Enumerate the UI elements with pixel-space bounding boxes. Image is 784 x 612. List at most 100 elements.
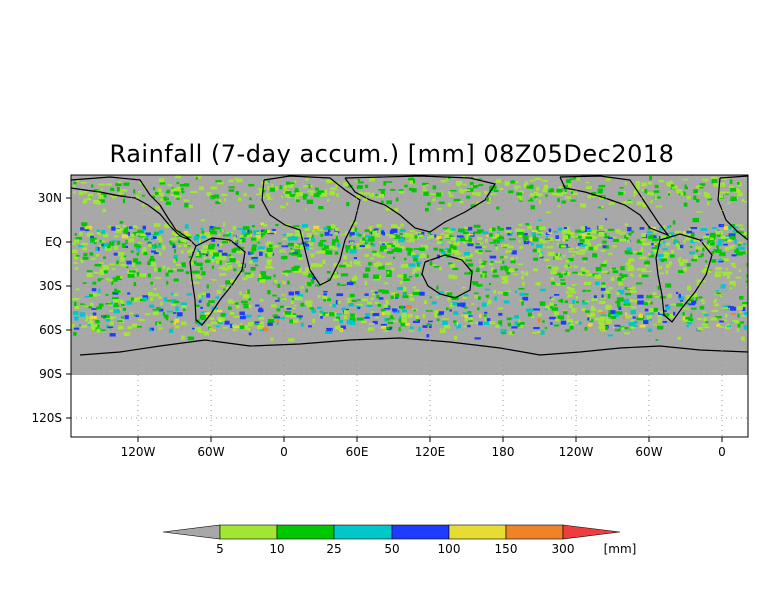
rain-cell xyxy=(248,183,255,187)
rain-cell xyxy=(398,190,405,194)
rain-cell xyxy=(717,194,724,199)
rain-cell xyxy=(436,192,442,197)
rain-cell xyxy=(97,246,100,251)
rain-cell xyxy=(86,317,92,319)
rain-cell xyxy=(705,233,709,236)
rain-cell xyxy=(307,300,313,305)
rain-cell xyxy=(257,325,261,327)
rain-cell xyxy=(391,249,395,252)
colorbar-label: 50 xyxy=(384,542,399,556)
rain-cell xyxy=(96,229,101,232)
rain-cell xyxy=(478,261,484,264)
rain-cell xyxy=(372,292,375,296)
rain-cell xyxy=(165,201,171,205)
rain-cell xyxy=(236,250,243,254)
rain-cell xyxy=(343,315,347,320)
rain-cell xyxy=(381,248,388,252)
rain-cell xyxy=(300,285,304,289)
rain-cell xyxy=(460,302,466,307)
rain-cell xyxy=(721,319,727,321)
rain-cell xyxy=(728,185,735,188)
rain-cell xyxy=(142,225,146,231)
rain-cell xyxy=(168,270,174,273)
rain-cell xyxy=(400,264,405,268)
x-axis: 120W 60W 0 60E 120E 180 120W 60W 0 xyxy=(121,437,726,459)
rain-cell xyxy=(638,314,644,318)
rain-cell xyxy=(561,229,565,235)
rain-cell xyxy=(512,273,519,276)
rain-cell xyxy=(239,325,245,329)
rain-cell xyxy=(674,230,682,234)
rain-cell xyxy=(201,236,207,239)
rain-cell xyxy=(460,191,465,194)
rain-cell xyxy=(676,189,683,194)
rain-cell xyxy=(403,292,407,295)
rain-cell xyxy=(166,189,170,193)
rain-cell xyxy=(561,192,567,194)
rain-cell xyxy=(529,171,532,174)
rain-cell xyxy=(365,235,372,238)
rain-cell xyxy=(369,302,373,305)
rain-cell xyxy=(257,241,261,244)
rain-cell xyxy=(479,314,482,318)
rain-cell xyxy=(705,264,709,268)
rain-cell xyxy=(685,237,691,241)
rain-cell xyxy=(465,195,471,199)
rain-cell xyxy=(412,254,419,258)
y-tick-label: 30N xyxy=(38,191,62,205)
rain-cell xyxy=(403,232,410,238)
rain-cell xyxy=(467,226,473,231)
rain-cell xyxy=(695,296,698,301)
rain-cell xyxy=(516,192,522,196)
rain-cell xyxy=(697,192,701,195)
rain-cell xyxy=(489,233,493,237)
rain-cell xyxy=(110,195,118,199)
rain-cell xyxy=(241,237,246,243)
rain-cell xyxy=(391,224,397,228)
rain-cell xyxy=(221,193,228,196)
y-tick-label: 90S xyxy=(39,367,62,381)
rain-cell xyxy=(678,293,681,298)
x-tick-label: 120W xyxy=(121,445,156,459)
rain-cell xyxy=(119,299,123,304)
rain-cell xyxy=(718,325,724,328)
rain-cell xyxy=(267,322,273,326)
rain-cell xyxy=(352,227,358,232)
rain-cell xyxy=(473,185,478,189)
rain-cell xyxy=(744,326,747,330)
rain-cell xyxy=(739,311,743,314)
rain-cell xyxy=(108,241,115,246)
rain-cell xyxy=(259,189,263,193)
rain-cell xyxy=(206,254,209,257)
rain-cell xyxy=(464,294,469,297)
rain-cell xyxy=(527,199,534,202)
rain-cell xyxy=(208,300,215,303)
rain-cell xyxy=(244,232,250,237)
rain-cell xyxy=(686,196,691,200)
rain-cell xyxy=(286,307,292,310)
rain-cell xyxy=(332,247,338,250)
rain-cell xyxy=(224,320,230,325)
rain-cell xyxy=(374,262,379,267)
rain-cell xyxy=(452,301,458,306)
rain-cell xyxy=(555,235,559,240)
rain-cell xyxy=(631,306,637,309)
rain-cell xyxy=(667,193,670,196)
rain-cell xyxy=(504,267,511,272)
rain-cell xyxy=(82,282,87,284)
rain-cell xyxy=(436,285,439,290)
rain-cell xyxy=(364,253,369,257)
rain-cell xyxy=(504,181,510,186)
rain-cell xyxy=(693,239,701,242)
rain-cell xyxy=(86,270,93,273)
rain-cell xyxy=(170,242,176,246)
rain-cell xyxy=(104,246,112,251)
rain-cell xyxy=(734,249,740,253)
rain-cell xyxy=(312,229,316,233)
rain-cell xyxy=(408,248,413,252)
rain-cell xyxy=(149,304,155,308)
rain-cell xyxy=(409,326,414,329)
rain-cell xyxy=(644,189,648,194)
rain-cell xyxy=(468,317,473,321)
rain-cell xyxy=(160,301,163,306)
